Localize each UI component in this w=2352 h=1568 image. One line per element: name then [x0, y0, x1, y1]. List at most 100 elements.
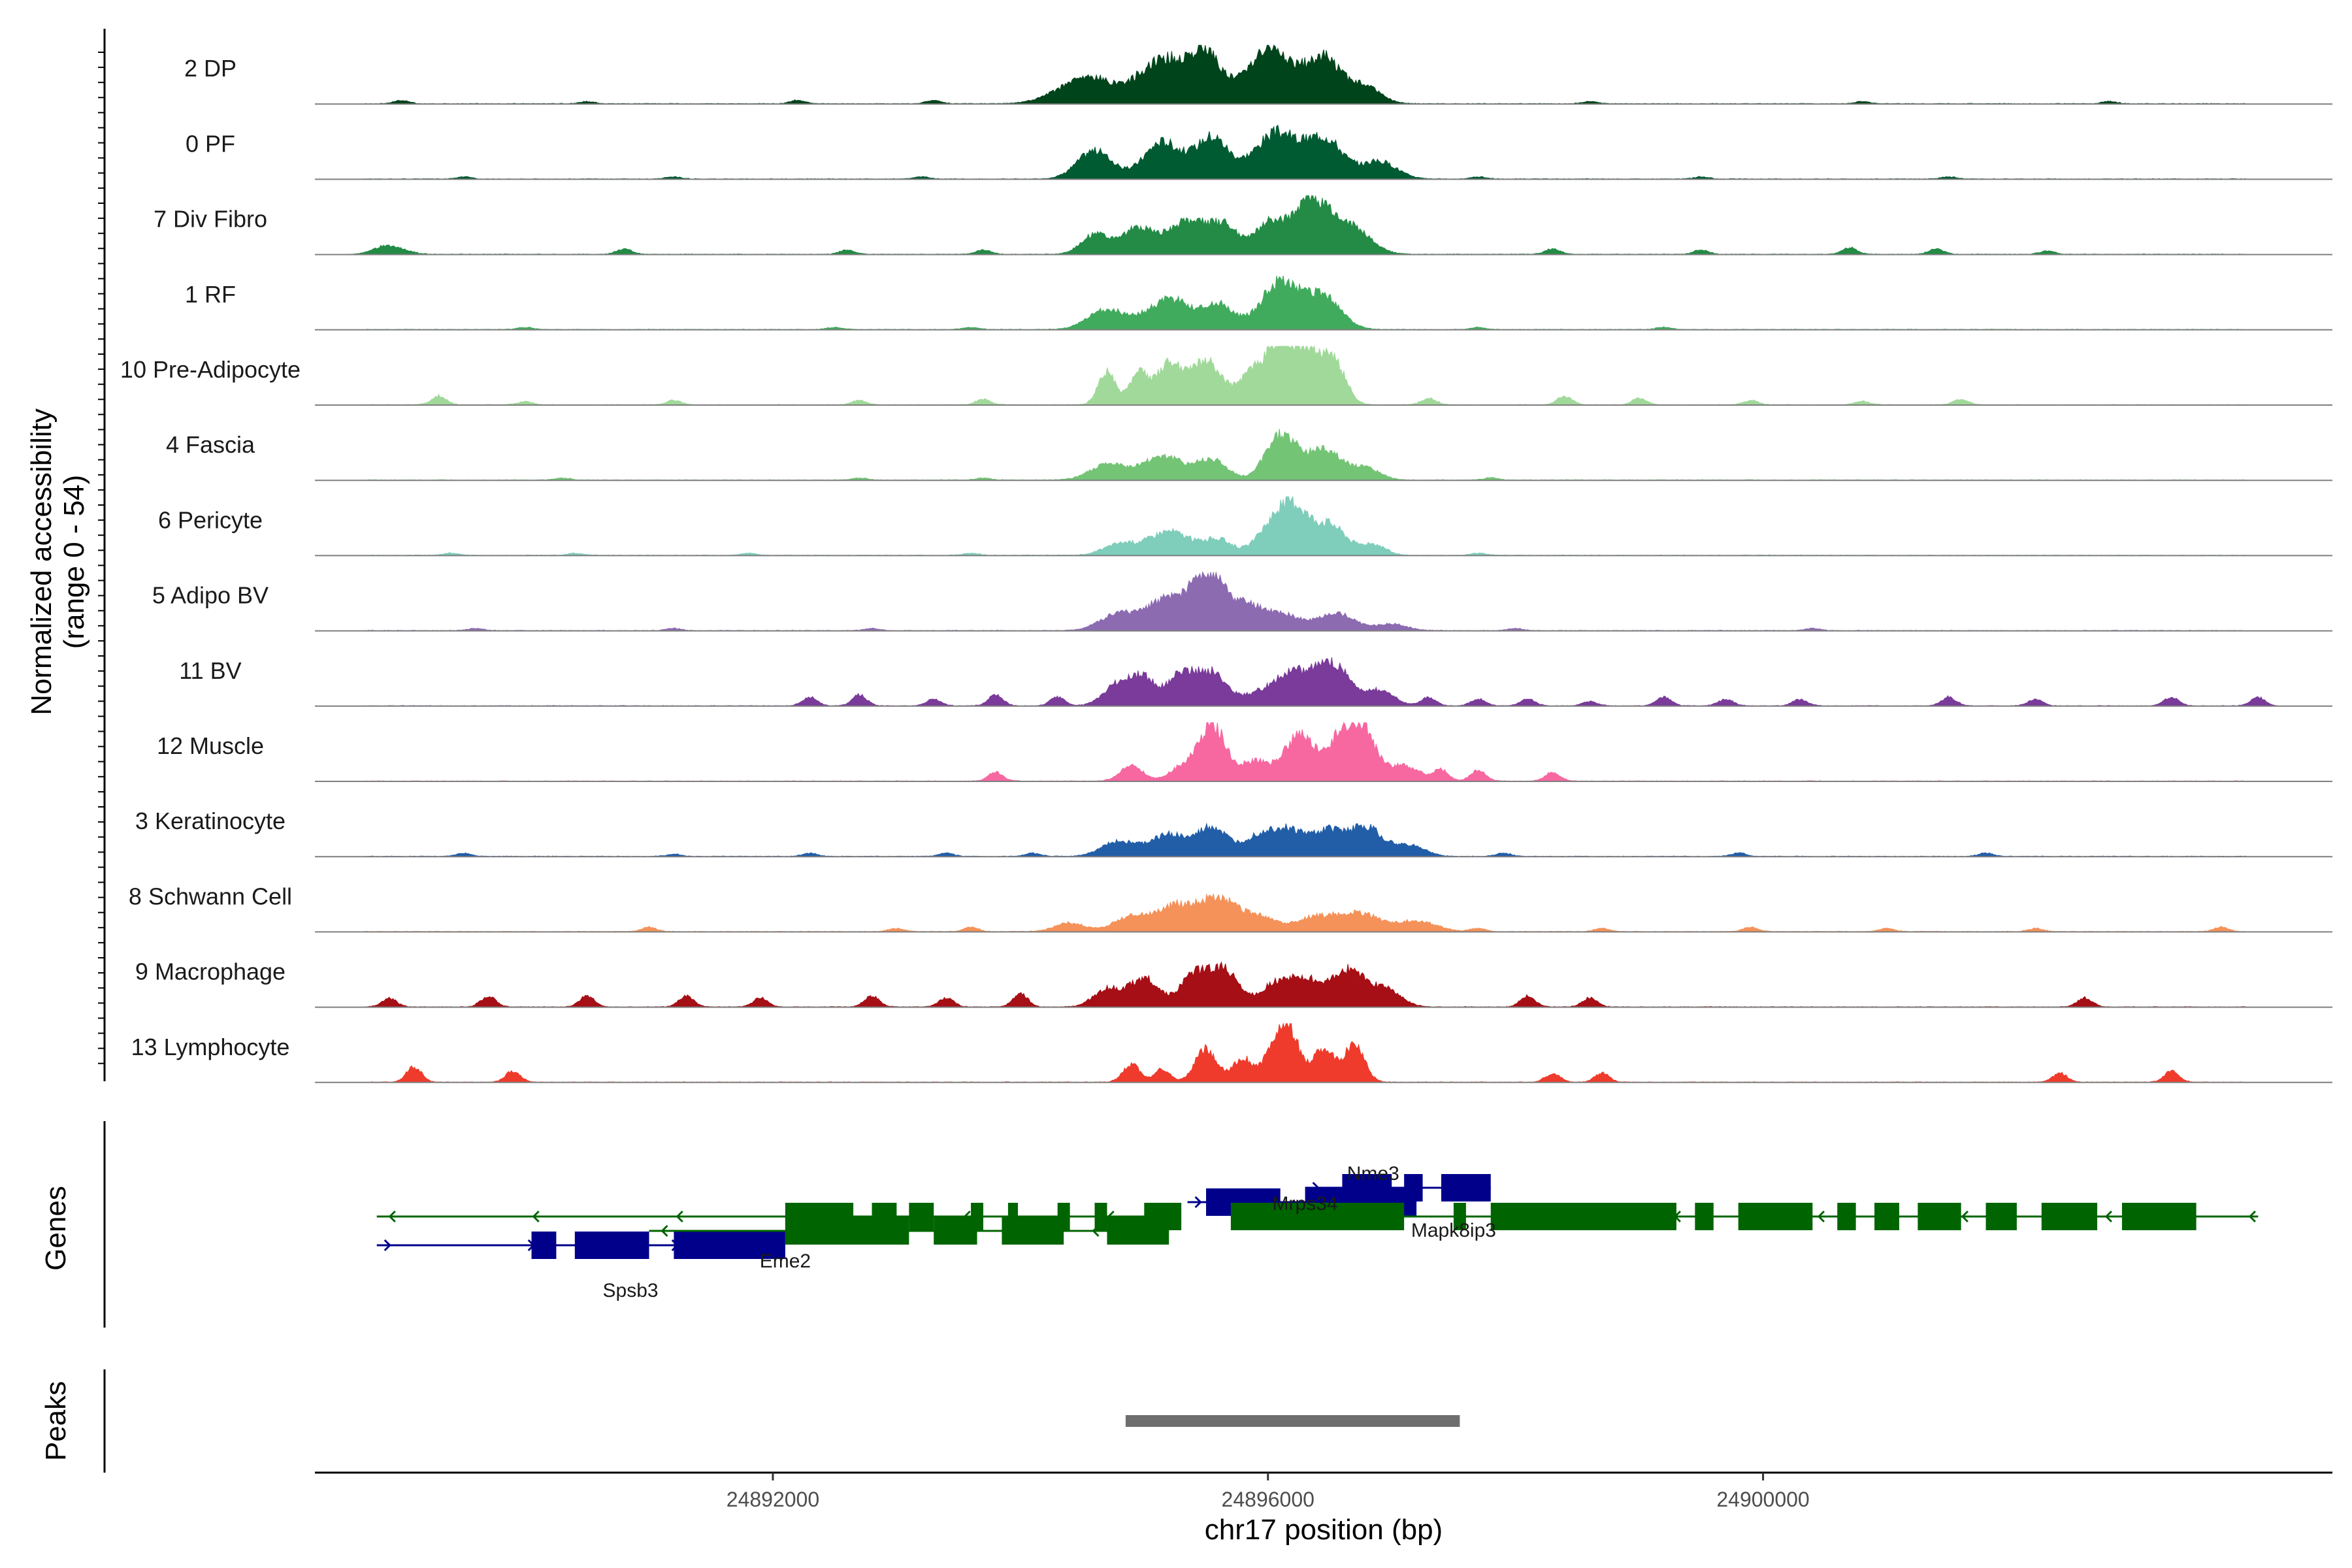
- gene-label: Spsb3: [603, 1280, 659, 1301]
- gene-exon: [785, 1217, 909, 1245]
- gene-exon: [1837, 1203, 1856, 1230]
- coverage-area: [315, 721, 2332, 782]
- gene-exon: [1490, 1203, 1676, 1230]
- gene-exon: [909, 1203, 934, 1230]
- gene-exon: [1441, 1174, 1491, 1201]
- coverage-area: [315, 275, 2332, 331]
- strand-arrow: [388, 1210, 396, 1223]
- track-label: 0 PF: [186, 130, 235, 157]
- gene-model: [1230, 1203, 2259, 1230]
- strand-arrow: [1194, 1196, 1202, 1209]
- track: 5 Adipo BV: [152, 570, 2332, 632]
- track-label: 12 Muscle: [157, 732, 264, 759]
- x-tick-label: 24892000: [727, 1488, 819, 1511]
- track: 0 PF: [186, 124, 2332, 180]
- gene-exon: [1230, 1203, 1405, 1230]
- track: 11 BV: [179, 657, 2332, 707]
- gene-exon: [1342, 1174, 1392, 1201]
- track-label: 1 RF: [185, 281, 236, 308]
- gene-exon: [1094, 1203, 1107, 1230]
- coverage-area: [315, 195, 2332, 255]
- strand-arrow: [1817, 1210, 1825, 1223]
- y-axis-title-line2: (range 0 - 54): [58, 475, 90, 649]
- coverage-area: [315, 657, 2332, 707]
- track: 4 Fascia: [166, 429, 2332, 482]
- coverage-area: [315, 44, 2332, 105]
- gene-exon: [1107, 1217, 1169, 1245]
- track: 13 Lymphocyte: [131, 1022, 2332, 1083]
- gene-exon: [934, 1217, 977, 1245]
- peak-regions: [1125, 1415, 1460, 1427]
- track-label: 2 DP: [184, 55, 237, 82]
- gene-exon: [531, 1232, 557, 1259]
- strand-arrow: [2104, 1210, 2112, 1223]
- gene-label: Nme3: [1347, 1163, 1399, 1184]
- track-label: 11 BV: [179, 657, 241, 684]
- genes-panel-title: Genes: [40, 1186, 72, 1271]
- strand-arrow: [384, 1239, 391, 1252]
- coverage-area: [315, 961, 2332, 1008]
- coverage-area: [315, 495, 2332, 556]
- gene-annotations: Nme3 Mrps34 Mapk8ip3 Eme2 Spsb3: [376, 1163, 2259, 1301]
- gene-exon: [674, 1232, 785, 1259]
- track: 3 Keratinocyte: [135, 808, 2332, 858]
- gene-exon: [1002, 1217, 1064, 1245]
- gene-exon: [1918, 1203, 1961, 1230]
- gene-exon: [574, 1232, 649, 1259]
- gene-model: [376, 1232, 785, 1259]
- track-label: 8 Schwann Cell: [129, 883, 292, 909]
- gene-exon: [1453, 1203, 1466, 1230]
- coverage-tracks: 2 DP 0 PF 7 Div Fibro 1 RF 10 Pre-Adipocyte 4…: [120, 44, 2332, 1083]
- x-tick-label: 24900000: [1716, 1488, 1809, 1511]
- coverage-area: [315, 345, 2332, 406]
- gene-exon: [1874, 1203, 1899, 1230]
- strand-arrow: [1092, 1224, 1100, 1237]
- gene-exon: [1985, 1203, 2017, 1230]
- track: 6 Pericyte: [158, 495, 2332, 557]
- coverage-area: [315, 892, 2332, 932]
- y-axis-title-line1: Normalized accessibility: [25, 408, 57, 715]
- gene-label: Mapk8ip3: [1411, 1220, 1496, 1241]
- track: 12 Muscle: [157, 721, 2332, 782]
- track: 1 RF: [185, 275, 2332, 331]
- gene-exon: [1738, 1203, 1813, 1230]
- track-label: 7 Div Fibro: [154, 206, 267, 233]
- x-axis-title: chr17 position (bp): [1205, 1514, 1443, 1546]
- strand-arrow: [661, 1224, 668, 1237]
- track-label: 6 Pericyte: [158, 506, 263, 533]
- strand-arrow: [1961, 1210, 1968, 1223]
- y-axis-title: Normalized accessibility (range 0 - 54): [25, 408, 90, 715]
- peaks-panel-title: Peaks: [40, 1381, 72, 1461]
- x-tick-label: 24896000: [1222, 1488, 1315, 1511]
- track-label: 10 Pre-Adipocyte: [120, 356, 301, 383]
- strand-arrow: [2248, 1210, 2256, 1223]
- track-label: 4 Fascia: [166, 431, 255, 458]
- track: 7 Div Fibro: [154, 195, 2332, 255]
- coverage-area: [315, 823, 2332, 857]
- gene-exon: [1404, 1174, 1423, 1201]
- gene-exon: [1695, 1203, 1714, 1230]
- coverage-area: [315, 1022, 2332, 1083]
- track: 8 Schwann Cell: [129, 883, 2332, 933]
- y-axis: [98, 29, 106, 1081]
- track-label: 13 Lymphocyte: [131, 1034, 290, 1060]
- peak-bar: [1125, 1415, 1460, 1427]
- track-label: 3 Keratinocyte: [135, 808, 286, 834]
- strand-arrow: [532, 1210, 540, 1223]
- coverage-area: [315, 429, 2332, 481]
- coverage-area: [315, 570, 2332, 632]
- gene-model: [649, 1217, 1169, 1245]
- gene-label: Mrps34: [1273, 1193, 1338, 1215]
- gene-label: Eme2: [760, 1250, 811, 1272]
- strand-arrow: [1312, 1181, 1320, 1194]
- x-axis: 24892000 24896000 24900000: [315, 1471, 2332, 1511]
- track-label: 5 Adipo BV: [152, 582, 269, 609]
- track: 2 DP: [184, 44, 2332, 105]
- coverage-area: [315, 124, 2332, 180]
- gene-exon: [2121, 1203, 2197, 1230]
- track-label: 9 Macrophage: [135, 958, 286, 985]
- gene-exon: [2041, 1203, 2098, 1230]
- gene-model: [1305, 1174, 1491, 1201]
- track: 9 Macrophage: [135, 958, 2332, 1008]
